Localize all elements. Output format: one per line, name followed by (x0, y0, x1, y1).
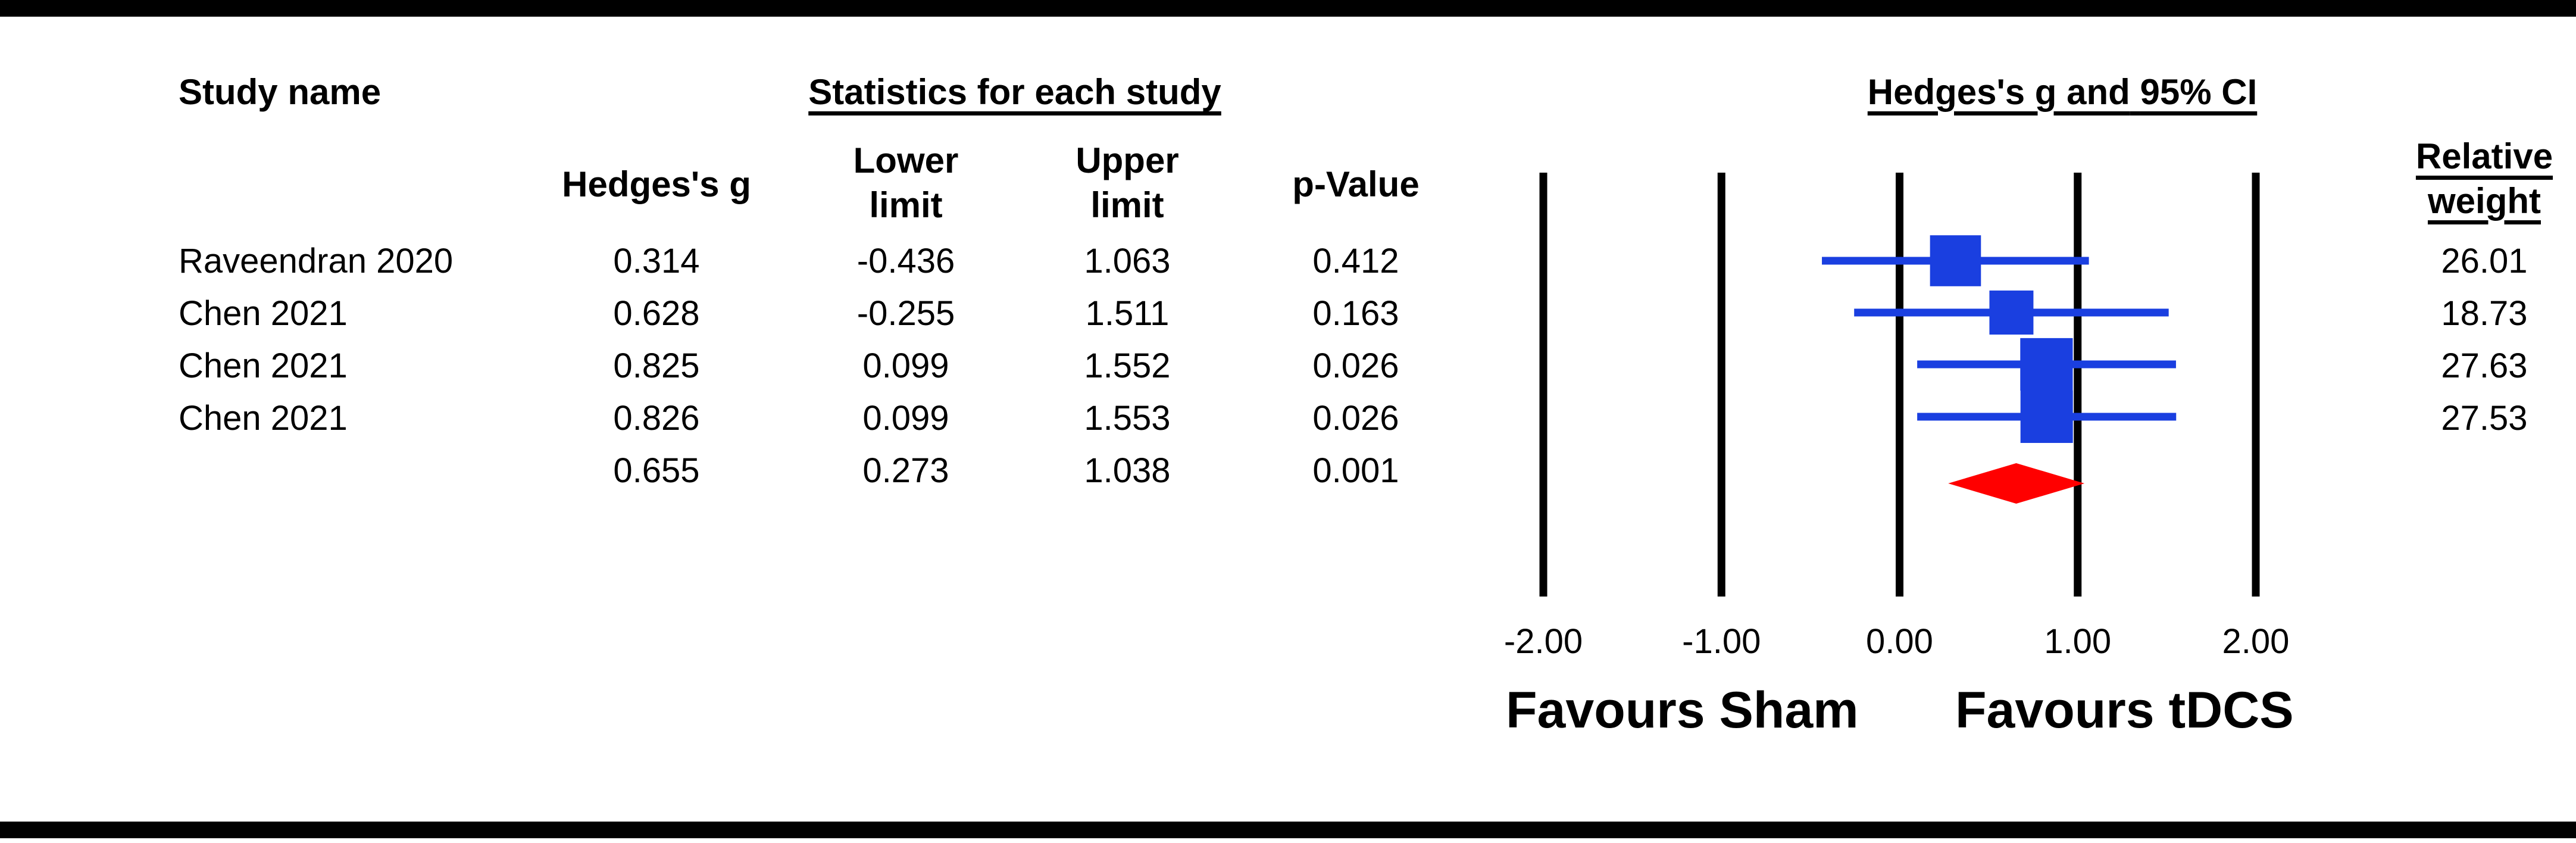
p-value: 0.026 (1312, 346, 1399, 385)
hedges-g-value: 0.825 (613, 346, 700, 385)
upper-limit-line1: Upper (1076, 140, 1179, 180)
p-value-header: p-Value (1292, 164, 1420, 204)
upper-limit-header: Upper limit (1076, 138, 1178, 227)
study-effect-square (2020, 390, 2073, 444)
study-effect-square (2020, 338, 2073, 391)
summary-lower-limit: 0.273 (862, 451, 949, 490)
x-tick-label: 0.00 (1866, 622, 1933, 661)
x-tick-label: -1.00 (1682, 622, 1761, 661)
summary-hedges-g: 0.655 (613, 451, 700, 490)
top-rule (0, 0, 2576, 17)
study-name: Chen 2021 (179, 346, 348, 385)
x-tick-label: 2.00 (2222, 622, 2290, 661)
relative-weight-value: 18.73 (2441, 294, 2528, 333)
x-tick-label: -2.00 (1504, 622, 1583, 661)
study-name: Chen 2021 (179, 399, 348, 438)
relative-weight-value: 26.01 (2441, 242, 2528, 280)
summary-diamond (1948, 463, 2085, 504)
p-value: 0.412 (1312, 242, 1399, 280)
x-tick-label: 1.00 (2044, 622, 2111, 661)
lower-limit-line2: limit (869, 185, 943, 225)
hedges-g-value: 0.826 (613, 399, 700, 438)
upper-limit-line2: limit (1090, 185, 1164, 225)
chart-title-part1: Hedges's g and (1867, 72, 2130, 112)
study-effect-square (1930, 235, 1981, 286)
lower-limit-value: -0.436 (856, 242, 955, 280)
upper-limit-value: 1.063 (1084, 242, 1171, 280)
study-name-header: Study name (179, 72, 382, 112)
chart-title-part2: 95% CI (2140, 72, 2258, 112)
summary-upper-limit: 1.038 (1084, 451, 1171, 490)
p-value: 0.026 (1312, 399, 1399, 438)
relative-weight-value: 27.53 (2441, 399, 2528, 438)
upper-limit-value: 1.511 (1085, 294, 1170, 333)
chart-title: Hedges's g and 95% CI (1868, 74, 2257, 110)
lower-limit-value: 0.099 (862, 346, 949, 385)
summary-p-value: 0.001 (1312, 451, 1399, 490)
study-effect-square (1989, 291, 2034, 335)
hedges-g-value: 0.628 (613, 294, 700, 333)
relative-weight-line2: weight (2427, 181, 2541, 221)
p-value: 0.163 (1312, 294, 1399, 333)
lower-limit-value: -0.255 (856, 294, 955, 333)
hedges-g-value: 0.314 (613, 242, 700, 280)
upper-limit-value: 1.553 (1084, 399, 1171, 438)
lower-limit-header: Lower limit (854, 138, 959, 227)
relative-weight-line1: Relative (2415, 136, 2553, 176)
favours-sham-label: Favours Sham (1506, 682, 1859, 739)
lower-limit-value: 0.099 (862, 399, 949, 438)
relative-weight-value: 27.63 (2441, 346, 2528, 385)
bottom-rule (0, 822, 2576, 838)
relative-weight-header: Relative weight (2416, 134, 2553, 223)
favours-tdcs-label: Favours tDCS (1955, 682, 2294, 739)
study-name: Raveendran 2020 (179, 242, 454, 280)
statistics-header: Statistics for each study (808, 72, 1221, 112)
study-name: Chen 2021 (179, 294, 348, 333)
upper-limit-value: 1.552 (1084, 346, 1171, 385)
lower-limit-line1: Lower (853, 140, 959, 180)
hedges-g-header: Hedges's g (562, 164, 751, 204)
